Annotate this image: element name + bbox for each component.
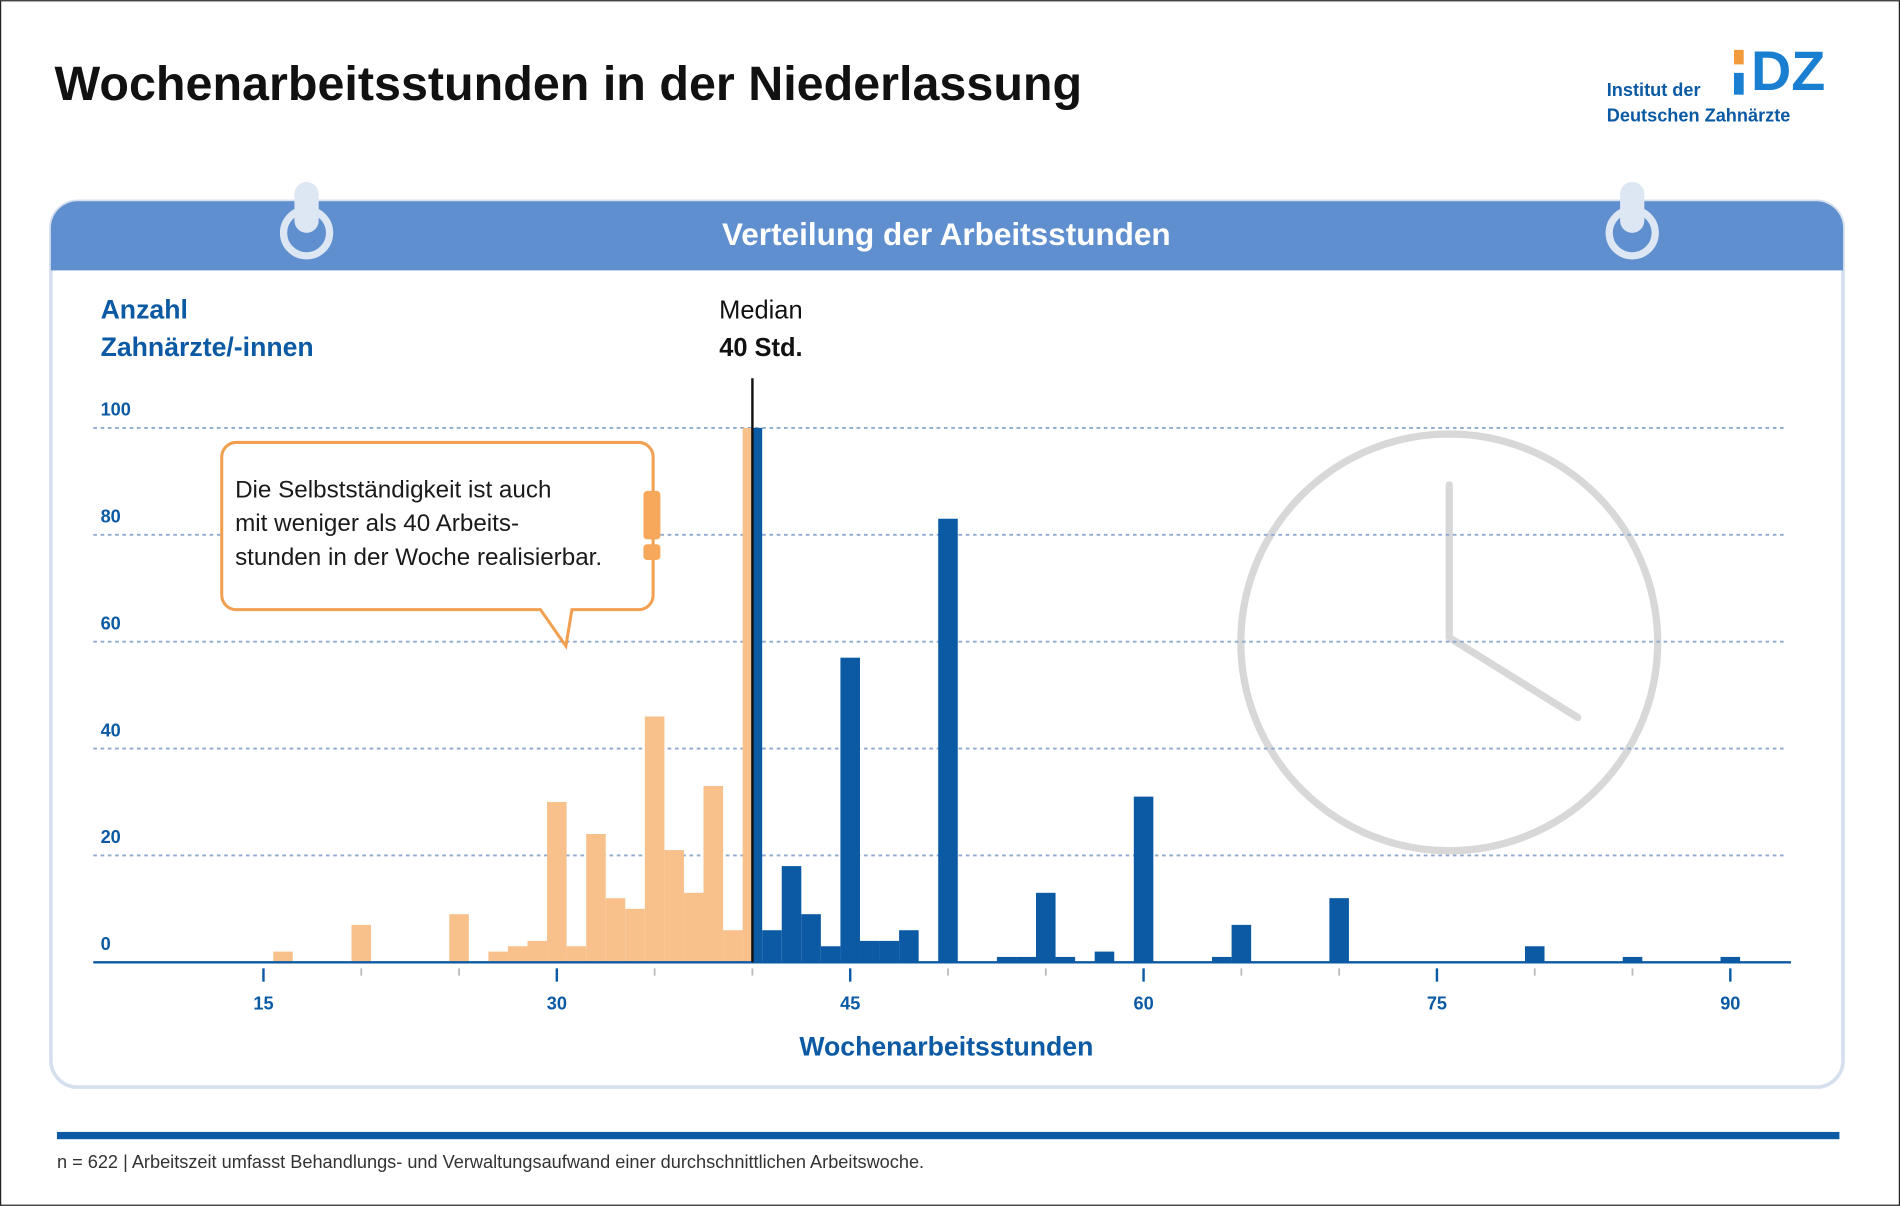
bar (1055, 956, 1076, 963)
banner-title: Verteilung der Arbeitsstunden (722, 216, 1171, 252)
plot: 0 20 40 60 80 100 15 30 45 60 75 90 Median 40 Std. (93, 296, 1791, 1013)
bar (1016, 956, 1037, 963)
x-tick-label: 30 (547, 993, 567, 1013)
median-label: Median (719, 296, 802, 324)
bar (547, 801, 567, 963)
bar (644, 716, 665, 963)
x-tick-label: 15 (253, 993, 273, 1013)
bar (820, 946, 841, 963)
page-title: Wochenarbeitsstunden in der Niederlassun… (55, 57, 1083, 111)
logo-i (1733, 49, 1744, 65)
bar (781, 866, 802, 963)
callout (220, 440, 655, 650)
bar (840, 657, 860, 963)
bar (273, 951, 293, 963)
callout-tab (643, 544, 661, 560)
footer-rule (56, 1131, 1840, 1140)
bar (507, 946, 528, 963)
y-tick-label: 20 (101, 827, 121, 847)
bar (488, 951, 508, 963)
y-tick-label: 80 (101, 507, 121, 527)
logo-text: Deutschen Zahnärzte (1607, 105, 1791, 125)
bar (1133, 796, 1154, 963)
logo-i (1733, 72, 1744, 95)
bar (449, 914, 469, 963)
y-axis-label: Zahnärzte/-innen (101, 332, 314, 362)
annotation: stunden in der Woche realisierbar. (235, 544, 602, 571)
y-tick-label: 0 (101, 934, 111, 954)
median-label: 40 Std. (719, 334, 802, 362)
logo-text: Institut der (1607, 80, 1701, 100)
y-tick-label: 40 (101, 720, 121, 740)
bar (625, 908, 645, 963)
bar (752, 427, 763, 963)
annotation: mit weniger als 40 Arbeits- (235, 510, 519, 537)
logo-mark: DZ (1751, 40, 1825, 102)
bar (683, 892, 704, 963)
callout-tab (643, 490, 661, 540)
bar (1720, 956, 1741, 963)
bar (899, 930, 919, 963)
bar (1231, 924, 1252, 963)
bar (1036, 892, 1056, 963)
x-tick-label: 90 (1720, 993, 1740, 1013)
x-tick-label: 75 (1427, 993, 1447, 1013)
bar (664, 850, 684, 963)
bar (1622, 956, 1643, 963)
bar (859, 940, 880, 963)
y-tick-label: 60 (101, 613, 121, 633)
bar (938, 518, 958, 963)
bar (723, 930, 743, 963)
bar (801, 914, 821, 963)
y-axis-label: Anzahl (101, 295, 188, 325)
bar (1094, 951, 1115, 963)
footnote: n = 622 | Arbeitszeit umfasst Behandlung… (57, 1152, 924, 1172)
y-tick-label: 100 (101, 400, 131, 420)
bar (605, 898, 626, 963)
x-tick-label: 45 (840, 993, 860, 1013)
bar (762, 930, 782, 963)
bar (996, 956, 1017, 963)
bar (566, 946, 587, 963)
bar (742, 427, 753, 963)
x-axis-label: Wochenarbeitsstunden (799, 1031, 1093, 1061)
bar (703, 785, 724, 963)
bar (527, 940, 548, 963)
annotation: Die Selbstständigkeit ist auch (235, 476, 551, 503)
bar (1524, 946, 1545, 963)
banner (50, 201, 1844, 271)
bar (351, 924, 372, 963)
bar (1329, 898, 1349, 963)
bar (879, 940, 900, 963)
x-tick-label: 60 (1133, 993, 1153, 1013)
ring (279, 181, 1659, 260)
bar (1212, 956, 1232, 963)
bar (586, 834, 606, 963)
